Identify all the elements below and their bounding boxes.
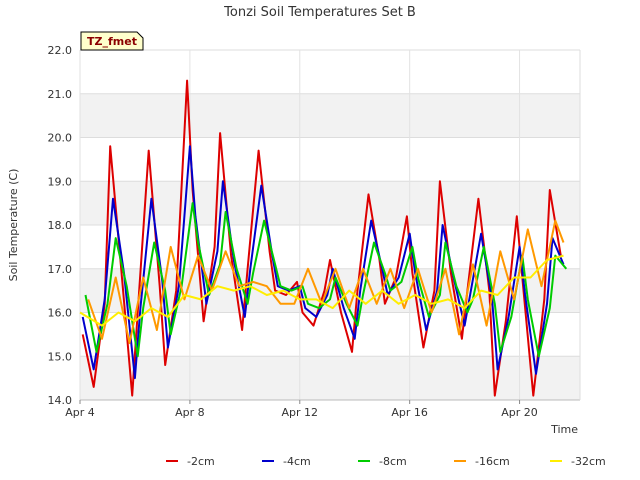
y-tick-labels: 14.0 15.0 16.0 17.0 18.0 19.0 20.0 21.0 22.0 xyxy=(48,44,73,407)
series-line-2cm xyxy=(81,79,562,397)
plot-band xyxy=(80,181,580,225)
series-line-32cm xyxy=(79,254,564,327)
chart-title: Tonzi Soil Temperatures Set B xyxy=(223,5,416,20)
legend-label: -32cm xyxy=(571,455,606,468)
y-axis-label: Soil Temperature (C) xyxy=(7,169,20,282)
badge: TZ_fmet xyxy=(80,31,144,51)
series-line-16cm xyxy=(87,219,565,345)
legend-label: -2cm xyxy=(187,455,215,468)
y-tick-label: 17.0 xyxy=(48,263,73,276)
x-tick-label: Apr 4 xyxy=(65,406,95,419)
series-layer xyxy=(79,79,568,397)
badge-label: TZ_fmet xyxy=(87,35,137,48)
y-tick-label: 22.0 xyxy=(48,44,73,57)
badge-box xyxy=(80,31,144,51)
x-tick-label: Apr 16 xyxy=(391,406,428,419)
x-axis-label: Time xyxy=(550,423,578,436)
legend: -2cm -4cm -8cm -16cm -32cm xyxy=(166,455,606,468)
y-tick-label: 20.0 xyxy=(48,132,73,145)
legend-label: -8cm xyxy=(379,455,407,468)
y-tick-label: 14.0 xyxy=(48,394,73,407)
plot-band xyxy=(80,93,580,138)
plot-band xyxy=(80,356,580,400)
y-tick-label: 18.0 xyxy=(48,219,73,232)
legend-label: -4cm xyxy=(283,455,311,468)
x-tick-label: Apr 12 xyxy=(282,406,319,419)
x-tick-labels: Apr 4 Apr 8 Apr 12 Apr 16 Apr 20 xyxy=(65,400,538,419)
legend-label: -16cm xyxy=(475,455,510,468)
y-tick-label: 16.0 xyxy=(48,307,73,320)
series-line-8cm xyxy=(84,202,568,358)
x-tick-label: Apr 8 xyxy=(175,406,205,419)
y-tick-label: 21.0 xyxy=(48,88,73,101)
x-tick-label: Apr 20 xyxy=(501,406,538,419)
y-tick-label: 15.0 xyxy=(48,350,73,363)
y-tick-label: 19.0 xyxy=(48,175,73,188)
grid-lines xyxy=(79,49,581,401)
